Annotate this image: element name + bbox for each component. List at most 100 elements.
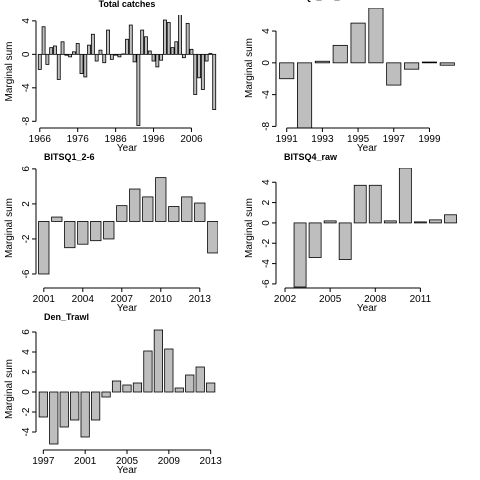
panel-title: BITSQ1_2-6_hist bbox=[284, 0, 356, 2]
bar bbox=[91, 391, 101, 421]
x-tick-label: 2001 bbox=[33, 294, 56, 305]
x-tick-label: 1999 bbox=[418, 134, 441, 145]
bar bbox=[101, 391, 111, 398]
bar bbox=[386, 62, 402, 86]
bar bbox=[293, 222, 307, 288]
x-tick-label: 2005 bbox=[116, 456, 139, 467]
bar bbox=[155, 177, 167, 222]
bar bbox=[70, 391, 80, 421]
bar bbox=[383, 220, 397, 224]
bar bbox=[204, 53, 209, 62]
bar bbox=[77, 221, 89, 245]
bar bbox=[159, 53, 164, 61]
y-tick-label: 2 bbox=[261, 199, 272, 205]
x-axis-label: Year bbox=[117, 303, 138, 314]
bar bbox=[72, 51, 76, 55]
bar bbox=[38, 391, 48, 418]
bar bbox=[185, 22, 190, 55]
bar bbox=[189, 48, 194, 55]
bar bbox=[109, 53, 114, 60]
bar bbox=[421, 61, 437, 64]
x-tick-label: 2009 bbox=[158, 456, 181, 467]
bar bbox=[155, 53, 160, 68]
bar bbox=[142, 196, 154, 222]
bar bbox=[90, 221, 102, 242]
bar bbox=[429, 219, 442, 224]
panel-title: Total catches bbox=[99, 0, 156, 9]
bar bbox=[45, 53, 50, 65]
y-tick-label: -6 bbox=[21, 269, 32, 278]
x-tick-label: 1986 bbox=[105, 134, 128, 145]
bar bbox=[90, 33, 95, 55]
x-tick-label: 2005 bbox=[319, 294, 342, 305]
x-axis-label: Year bbox=[357, 143, 378, 154]
bar bbox=[195, 366, 205, 393]
bar bbox=[207, 221, 218, 254]
y-tick-label: -6 bbox=[261, 279, 272, 288]
bar bbox=[68, 53, 73, 58]
y-axis-label: Marginal sum bbox=[4, 198, 15, 258]
bar bbox=[132, 382, 143, 393]
bar bbox=[181, 53, 186, 59]
bar bbox=[413, 221, 427, 224]
x-axis-label: Year bbox=[117, 143, 138, 154]
x-axis-label: Year bbox=[357, 303, 378, 314]
y-tick-label: 0 bbox=[21, 51, 32, 57]
bar bbox=[49, 391, 59, 445]
bar bbox=[147, 50, 152, 55]
bar bbox=[368, 8, 384, 64]
y-tick-label: -4 bbox=[21, 83, 32, 92]
y-tick-label: -8 bbox=[21, 116, 32, 125]
y-tick-label: 6 bbox=[21, 166, 32, 172]
y-axis-label: Marginal sum bbox=[4, 359, 15, 419]
bar bbox=[125, 38, 129, 55]
x-tick-label: 1991 bbox=[276, 134, 299, 145]
x-tick-label: 2008 bbox=[364, 294, 387, 305]
y-tick-label: 0 bbox=[21, 389, 32, 395]
bar bbox=[56, 53, 61, 80]
bar bbox=[102, 53, 107, 64]
bar bbox=[353, 184, 367, 224]
bar bbox=[174, 387, 184, 393]
bar bbox=[98, 49, 103, 55]
bar bbox=[439, 62, 455, 66]
x-tick-label: 2013 bbox=[200, 456, 223, 467]
bar bbox=[87, 44, 91, 55]
bar bbox=[185, 374, 195, 393]
bar bbox=[132, 53, 137, 63]
y-tick-label: 4 bbox=[21, 349, 32, 355]
y-tick-label: -4 bbox=[21, 427, 32, 436]
bar bbox=[314, 60, 330, 64]
y-tick-label: -2 bbox=[21, 234, 32, 243]
bars bbox=[38, 329, 216, 445]
bar bbox=[212, 53, 217, 110]
bar bbox=[64, 221, 76, 249]
bar bbox=[140, 29, 145, 55]
y-tick-label: -2 bbox=[261, 238, 272, 247]
bar bbox=[79, 53, 84, 74]
x-tick-label: 2011 bbox=[410, 294, 432, 305]
bar bbox=[332, 44, 348, 64]
bars bbox=[279, 8, 455, 128]
panel: Total catches -8 -4 0 4 1966 1976 1986 1996 2006 Y… bbox=[4, 0, 217, 154]
panel: BITSQ1_2-6 -6 -2 2 6 2001 2004 2007 2010 2013 Year… bbox=[4, 152, 218, 314]
bar bbox=[94, 53, 99, 62]
bar bbox=[200, 53, 205, 90]
bar bbox=[103, 221, 115, 240]
bar bbox=[59, 391, 69, 428]
bar bbox=[168, 206, 180, 222]
y-tick-label: -4 bbox=[261, 259, 272, 268]
bar bbox=[129, 188, 141, 222]
bar bbox=[122, 384, 132, 393]
x-tick-label: 1976 bbox=[67, 134, 90, 145]
y-axis-label: Marginal sum bbox=[244, 38, 255, 98]
bar bbox=[49, 47, 54, 55]
panel: BITSQ1_2-6_hist -8 -4 0 4 1991 1993 1995 1997 199… bbox=[244, 0, 455, 154]
bar bbox=[80, 391, 90, 438]
bar bbox=[208, 53, 213, 55]
panel-title: BITSQ1_2-6 bbox=[44, 152, 95, 162]
y-tick-label: 6 bbox=[21, 329, 32, 335]
y-tick-label: 4 bbox=[261, 28, 272, 34]
bar bbox=[279, 62, 295, 80]
